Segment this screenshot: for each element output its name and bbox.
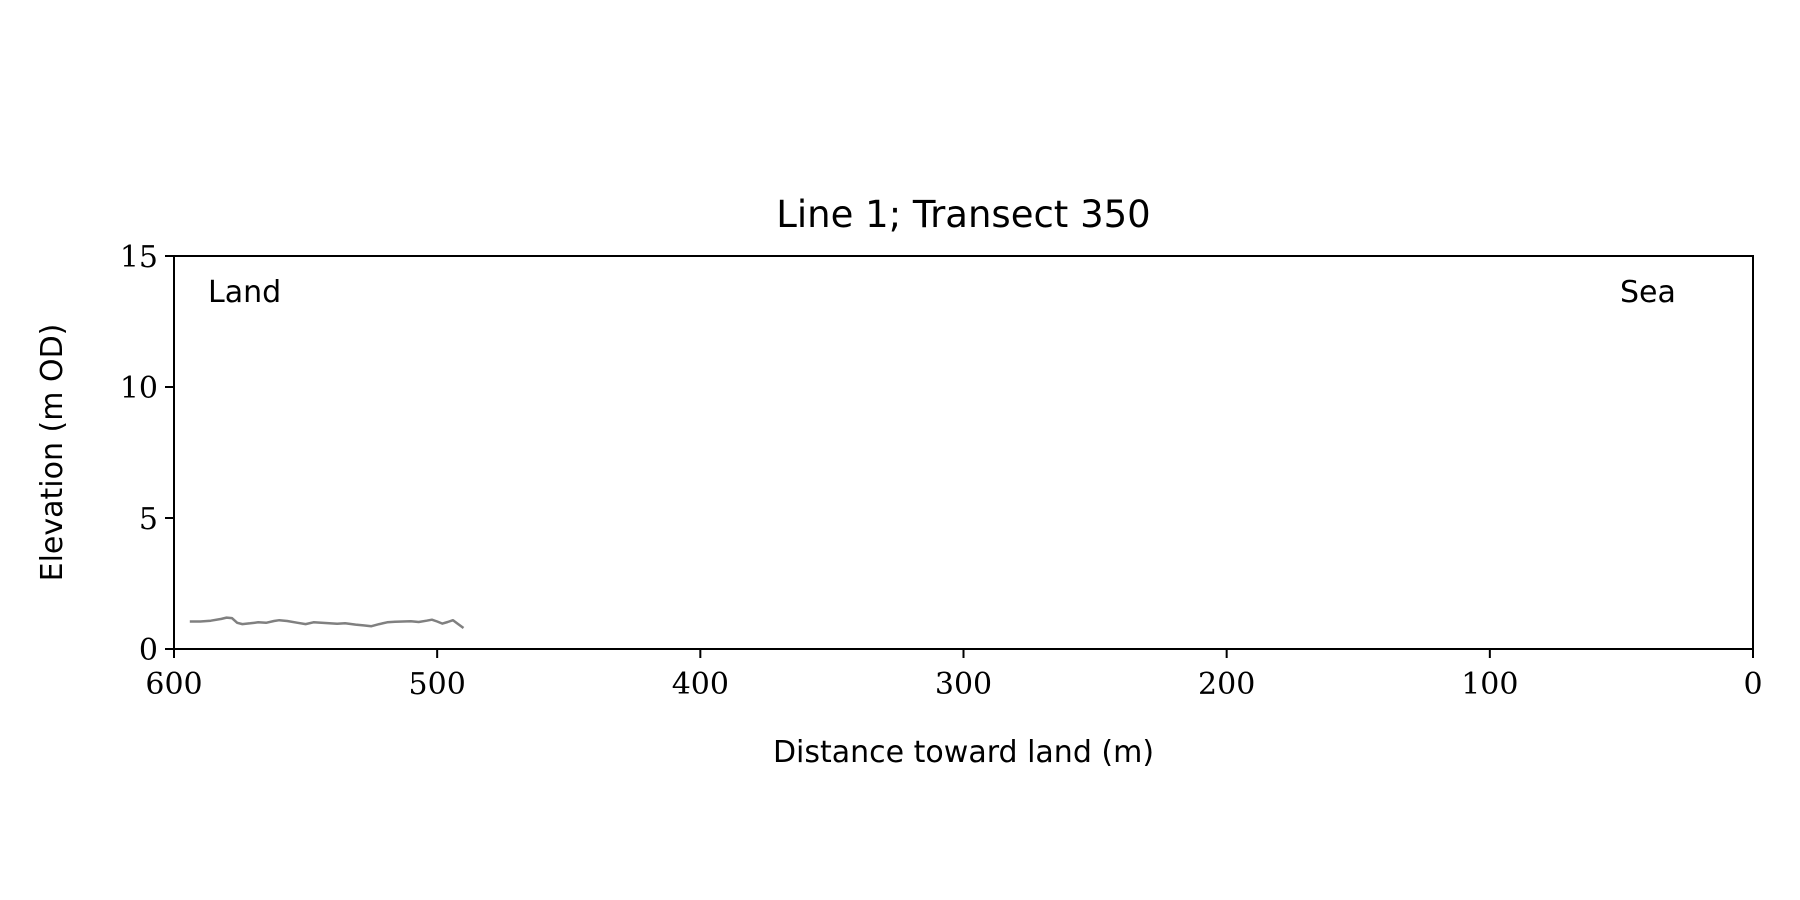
- annotation-layer: Land Sea: [208, 275, 1676, 310]
- x-tick-label: 200: [1198, 667, 1255, 702]
- axis-layer: 600 500 400 300 200 100 0 0 5 10 15: [120, 240, 1763, 702]
- y-tick-label: 0: [139, 633, 158, 668]
- x-tick-label: 500: [409, 667, 466, 702]
- plot-frame: [173, 255, 1754, 650]
- y-axis-label: Elevation (m OD): [35, 324, 70, 582]
- y-tick-label: 10: [120, 371, 158, 406]
- series-line: [189, 616, 465, 630]
- y-tick-label: 5: [139, 502, 158, 537]
- chart-title: Line 1; Transect 350: [776, 193, 1150, 236]
- x-tick-label: 600: [145, 667, 202, 702]
- annotation-sea: Sea: [1620, 275, 1676, 310]
- x-tick-label: 400: [672, 667, 729, 702]
- y-tick-label: 15: [120, 240, 158, 275]
- x-tick-label: 0: [1743, 667, 1762, 702]
- annotation-land: Land: [208, 275, 281, 310]
- x-axis-label: Distance toward land (m): [773, 735, 1154, 770]
- x-tick-label: 100: [1461, 667, 1518, 702]
- plot-layer: [189, 616, 465, 630]
- x-tick-label: 300: [935, 667, 992, 702]
